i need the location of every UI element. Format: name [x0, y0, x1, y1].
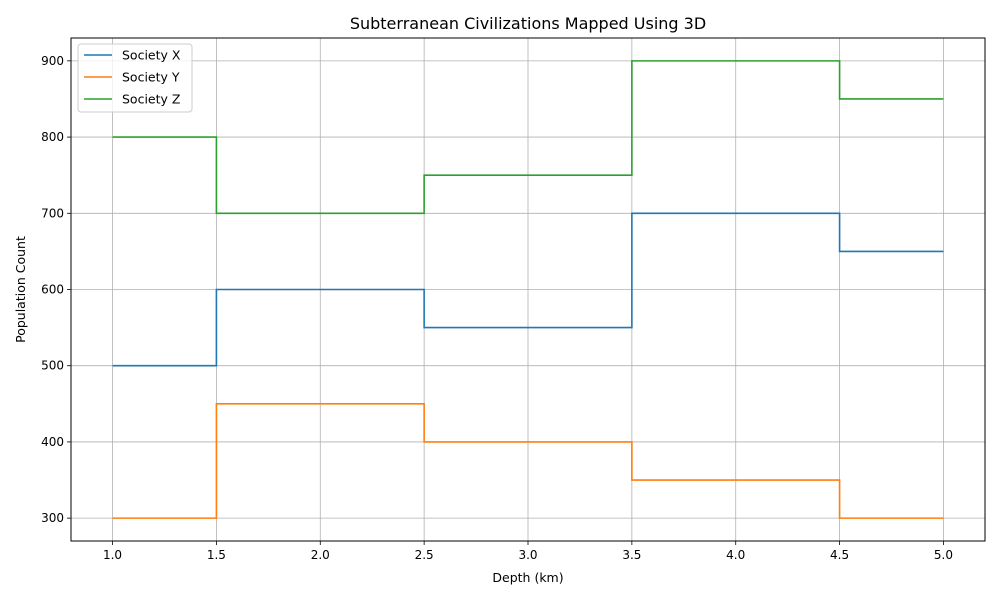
grid	[71, 38, 985, 541]
y-tick-label: 300	[41, 511, 64, 525]
x-tick-label: 3.0	[518, 548, 537, 562]
x-ticks: 1.0 1.5 2.0 2.5 3.0 3.5 4.0 4.5 5.0	[103, 541, 953, 562]
y-tick-label: 900	[41, 54, 64, 68]
x-tick-label: 3.5	[622, 548, 641, 562]
y-tick-label: 600	[41, 283, 64, 297]
chart-title: Subterranean Civilizations Mapped Using …	[350, 14, 706, 33]
legend-label-1: Society X	[122, 48, 181, 63]
y-tick-label: 400	[41, 435, 64, 449]
series-line-3	[112, 60, 944, 215]
x-tick-label: 5.0	[934, 548, 953, 562]
y-tick-label: 800	[41, 130, 64, 144]
x-tick-label: 4.5	[830, 548, 849, 562]
y-axis-label: Population Count	[13, 236, 28, 343]
series-line-1	[112, 212, 944, 367]
x-tick-label: 2.5	[415, 548, 434, 562]
series-layer	[112, 60, 944, 519]
x-tick-label: 2.0	[311, 548, 330, 562]
x-tick-label: 4.0	[726, 548, 745, 562]
x-tick-label: 1.5	[207, 548, 226, 562]
legend-label-3: Society Z	[122, 92, 180, 107]
legend-box	[77, 43, 193, 113]
y-tick-label: 500	[41, 359, 64, 373]
legend: Society X Society Y Society Z	[77, 43, 193, 113]
y-ticks: 300 400 500 600 700 800 900	[41, 54, 71, 525]
series-line-2	[112, 403, 944, 519]
x-axis-label: Depth (km)	[492, 570, 563, 585]
x-tick-label: 1.0	[103, 548, 122, 562]
y-tick-label: 700	[41, 206, 64, 220]
legend-label-2: Society Y	[122, 70, 180, 85]
